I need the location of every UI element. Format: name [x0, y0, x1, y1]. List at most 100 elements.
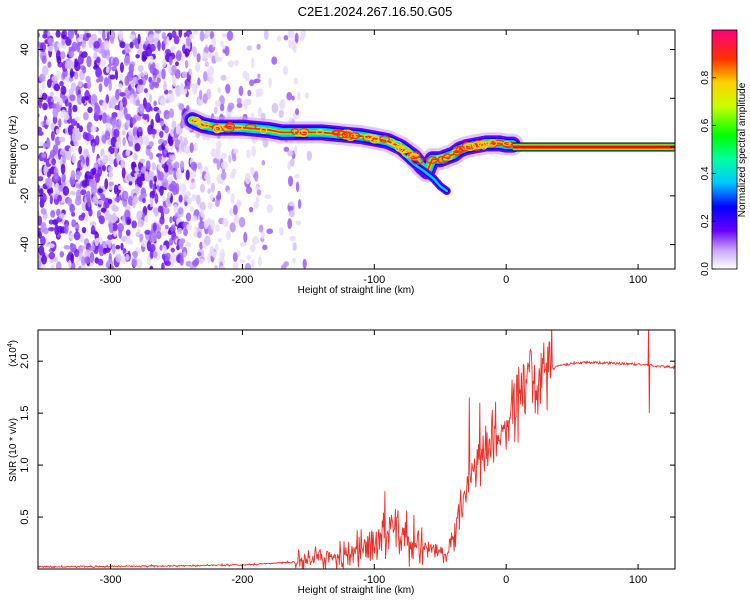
noise-speckle	[168, 164, 174, 176]
noise-speckle	[135, 99, 141, 107]
snr-y-ticks: 0.5 1.0 1.5 2.0	[19, 354, 675, 525]
noise-speckle	[143, 70, 148, 76]
noise-speckle	[70, 253, 75, 264]
noise-speckle	[288, 201, 295, 207]
noise-speckle	[139, 158, 146, 164]
noise-speckle	[79, 33, 84, 40]
noise-speckle	[102, 30, 106, 41]
noise-speckle	[105, 122, 111, 129]
noise-speckle	[148, 244, 156, 253]
noise-speckle	[166, 36, 170, 47]
noise-speckle	[173, 203, 178, 214]
spectrogram-y-ticks: -40 -20 0 20 40	[19, 43, 675, 253]
noise-speckle	[137, 126, 143, 132]
noise-speckle	[164, 224, 169, 230]
ridge-blob	[453, 150, 462, 156]
x-tick-label: 0	[503, 274, 509, 286]
noise-speckle	[121, 96, 128, 108]
noise-speckle	[252, 236, 259, 245]
noise-speckle	[216, 146, 221, 155]
noise-speckle	[232, 204, 238, 216]
noise-speckle	[165, 143, 170, 151]
noise-speckle	[74, 249, 80, 258]
noise-speckle	[115, 89, 120, 101]
noise-speckle	[246, 98, 252, 106]
noise-speckle	[186, 223, 193, 231]
noise-speckle	[214, 264, 219, 269]
noise-speckle	[108, 198, 113, 205]
noise-speckle	[138, 135, 144, 146]
noise-speckle	[42, 142, 47, 150]
noise-speckle	[128, 180, 133, 186]
noise-speckle	[159, 120, 165, 127]
noise-speckle	[131, 161, 136, 168]
noise-speckle	[149, 43, 156, 52]
noise-speckle	[232, 148, 239, 154]
noise-speckle	[144, 174, 150, 182]
noise-speckle	[62, 154, 66, 165]
noise-speckle	[173, 35, 180, 45]
noise-speckle	[199, 258, 205, 265]
noise-speckle	[257, 107, 263, 118]
noise-speckle	[161, 68, 166, 80]
noise-speckle	[244, 172, 251, 185]
noise-speckle	[111, 204, 117, 212]
noise-speckle	[183, 88, 188, 95]
noise-speckle	[103, 76, 109, 88]
noise-speckle	[227, 60, 234, 68]
noise-speckle	[86, 55, 92, 68]
noise-speckle	[68, 88, 74, 95]
noise-speckle	[271, 56, 278, 65]
snr-scale-close: )	[8, 340, 19, 343]
noise-speckle	[107, 166, 114, 173]
ridge-blob	[480, 141, 488, 150]
noise-speckle	[161, 32, 167, 40]
noise-speckle	[240, 259, 245, 264]
noise-speckle	[72, 104, 78, 113]
noise-speckle	[113, 128, 120, 138]
noise-speckle	[56, 208, 61, 217]
noise-speckle	[219, 265, 226, 269]
noise-speckle	[138, 103, 145, 115]
noise-speckle	[78, 171, 82, 177]
noise-speckle	[188, 68, 193, 76]
ridge-blob	[290, 127, 299, 135]
noise-speckle	[61, 173, 66, 183]
noise-speckle	[91, 167, 97, 175]
noise-speckle	[220, 74, 227, 81]
y-tick-label: -20	[19, 188, 31, 204]
noise-speckle	[38, 215, 43, 226]
noise-speckle	[128, 64, 135, 74]
noise-speckle	[191, 215, 198, 222]
noise-speckle	[169, 216, 173, 224]
noise-speckle	[151, 81, 159, 87]
noise-speckle	[75, 223, 80, 229]
noise-speckle	[65, 36, 72, 46]
noise-speckle	[101, 241, 107, 248]
y-tick-label: -40	[19, 237, 31, 253]
noise-speckle	[109, 74, 116, 80]
noise-speckle	[297, 92, 301, 101]
snr-frame	[37, 329, 676, 570]
ridge-blob	[259, 127, 268, 135]
noise-speckle	[191, 46, 196, 53]
noise-speckle	[120, 161, 126, 170]
noise-speckle	[202, 71, 208, 82]
noise-speckle	[108, 221, 114, 234]
noise-speckle	[78, 145, 83, 155]
noise-speckle	[206, 179, 212, 185]
noise-speckle	[100, 59, 107, 68]
ridge-blob	[425, 156, 438, 164]
noise-speckle	[101, 153, 108, 164]
noise-speckle	[162, 58, 167, 68]
noise-speckle	[204, 61, 210, 68]
noise-speckle	[214, 243, 219, 252]
noise-speckle	[85, 32, 92, 38]
noise-speckle	[294, 173, 300, 179]
noise-speckle	[215, 224, 220, 232]
noise-speckle	[41, 254, 47, 265]
y-tick-label: 0.5	[19, 509, 31, 524]
noise-speckle	[215, 199, 220, 207]
